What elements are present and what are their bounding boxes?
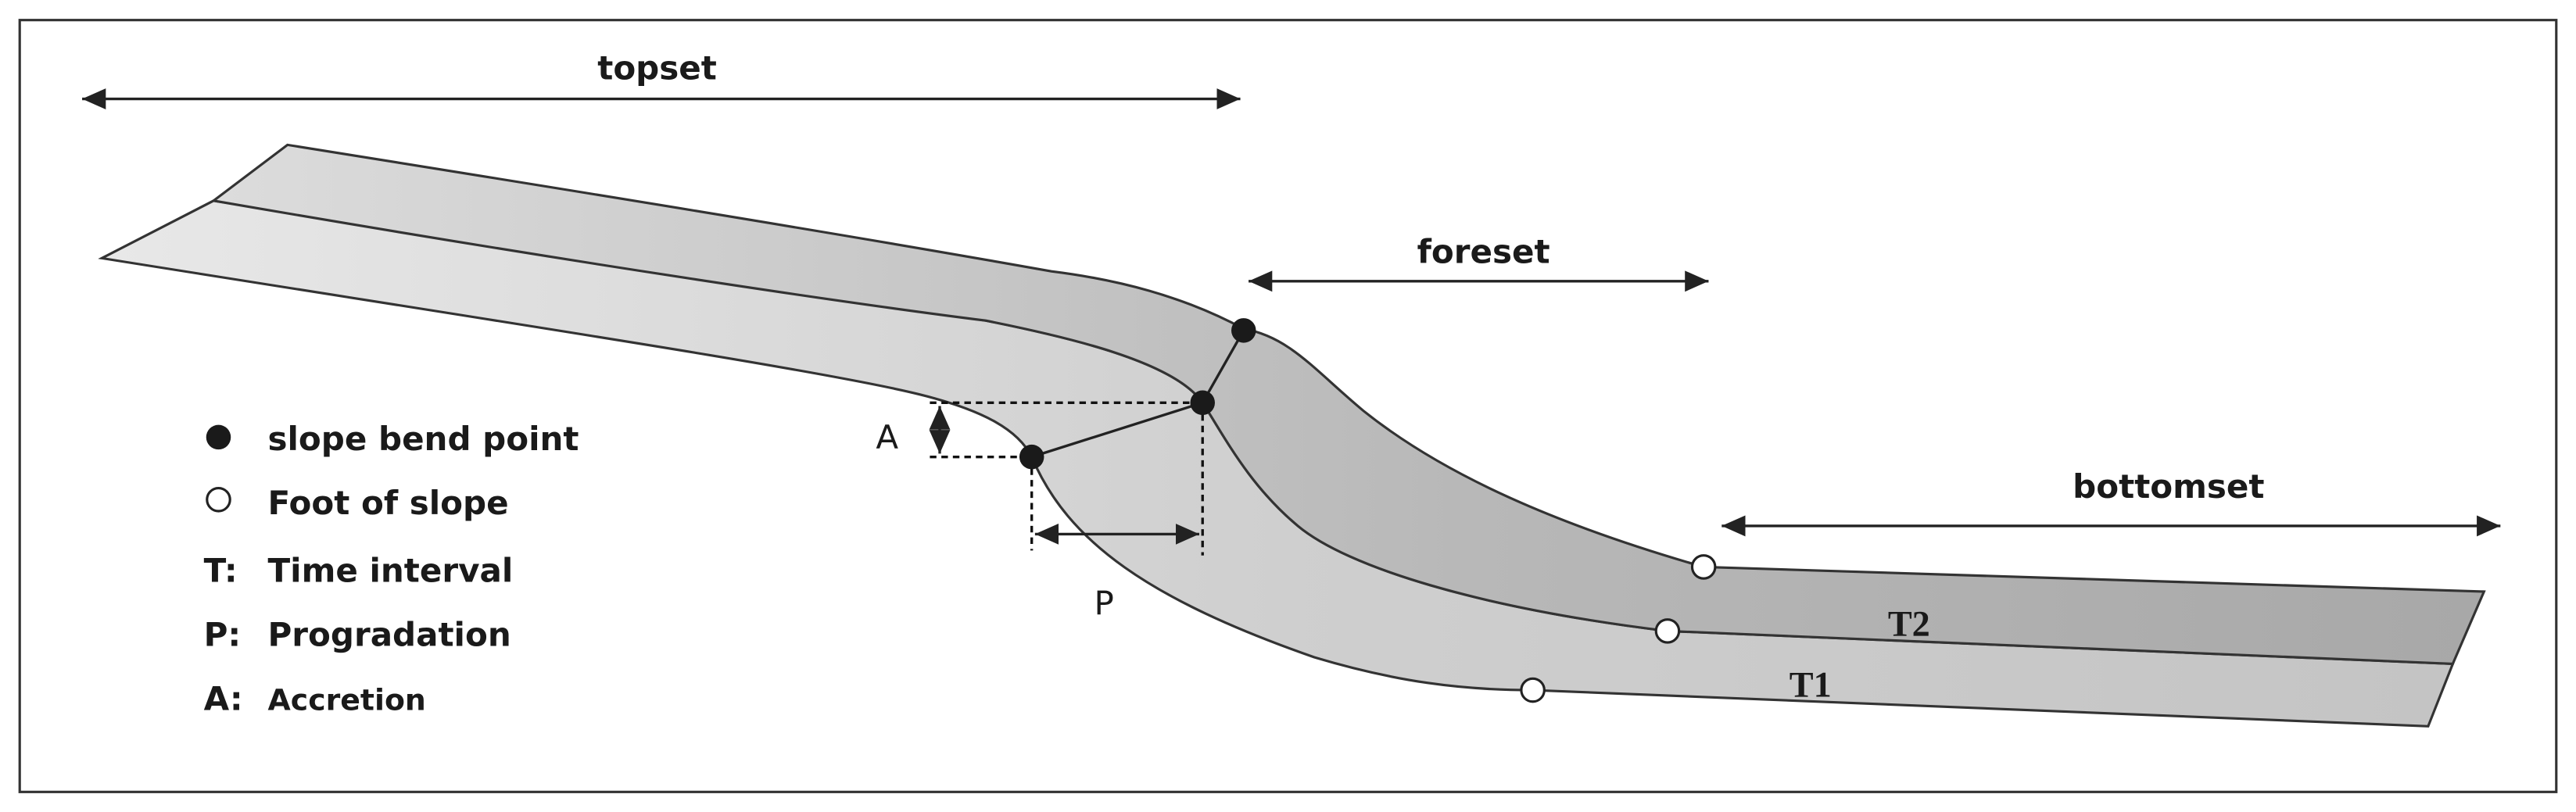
legend-text: Accretion <box>268 682 426 717</box>
foot-point <box>1690 554 1717 580</box>
legend-text: Foot of slope <box>268 484 509 522</box>
legend-key: T: <box>204 551 238 589</box>
foreset-label: foreset <box>1417 233 1550 271</box>
dashed-guides <box>930 401 1204 556</box>
legend-text: Time interval <box>268 551 514 589</box>
t2-label: T2 <box>1888 604 1930 644</box>
frame <box>18 19 2558 793</box>
bend-point <box>1019 444 1044 470</box>
topset-label: topset <box>597 48 717 87</box>
t1-label: T1 <box>1790 664 1832 704</box>
legend-text: slope bend point <box>268 420 579 458</box>
foot-point <box>1520 677 1546 703</box>
foot-point <box>1654 618 1681 644</box>
legend-key: A: <box>204 679 243 717</box>
legend-text: Progradation <box>268 615 511 653</box>
bottomset-label: bottomset <box>2073 467 2264 506</box>
legend-key: P: <box>204 615 242 653</box>
progradation-label: P <box>1094 584 1113 622</box>
bend-point <box>1231 318 1256 343</box>
accretion-label: A <box>876 418 898 456</box>
bend-point <box>1190 390 1215 416</box>
legend-symbol <box>206 486 231 513</box>
legend-symbol <box>206 424 231 450</box>
